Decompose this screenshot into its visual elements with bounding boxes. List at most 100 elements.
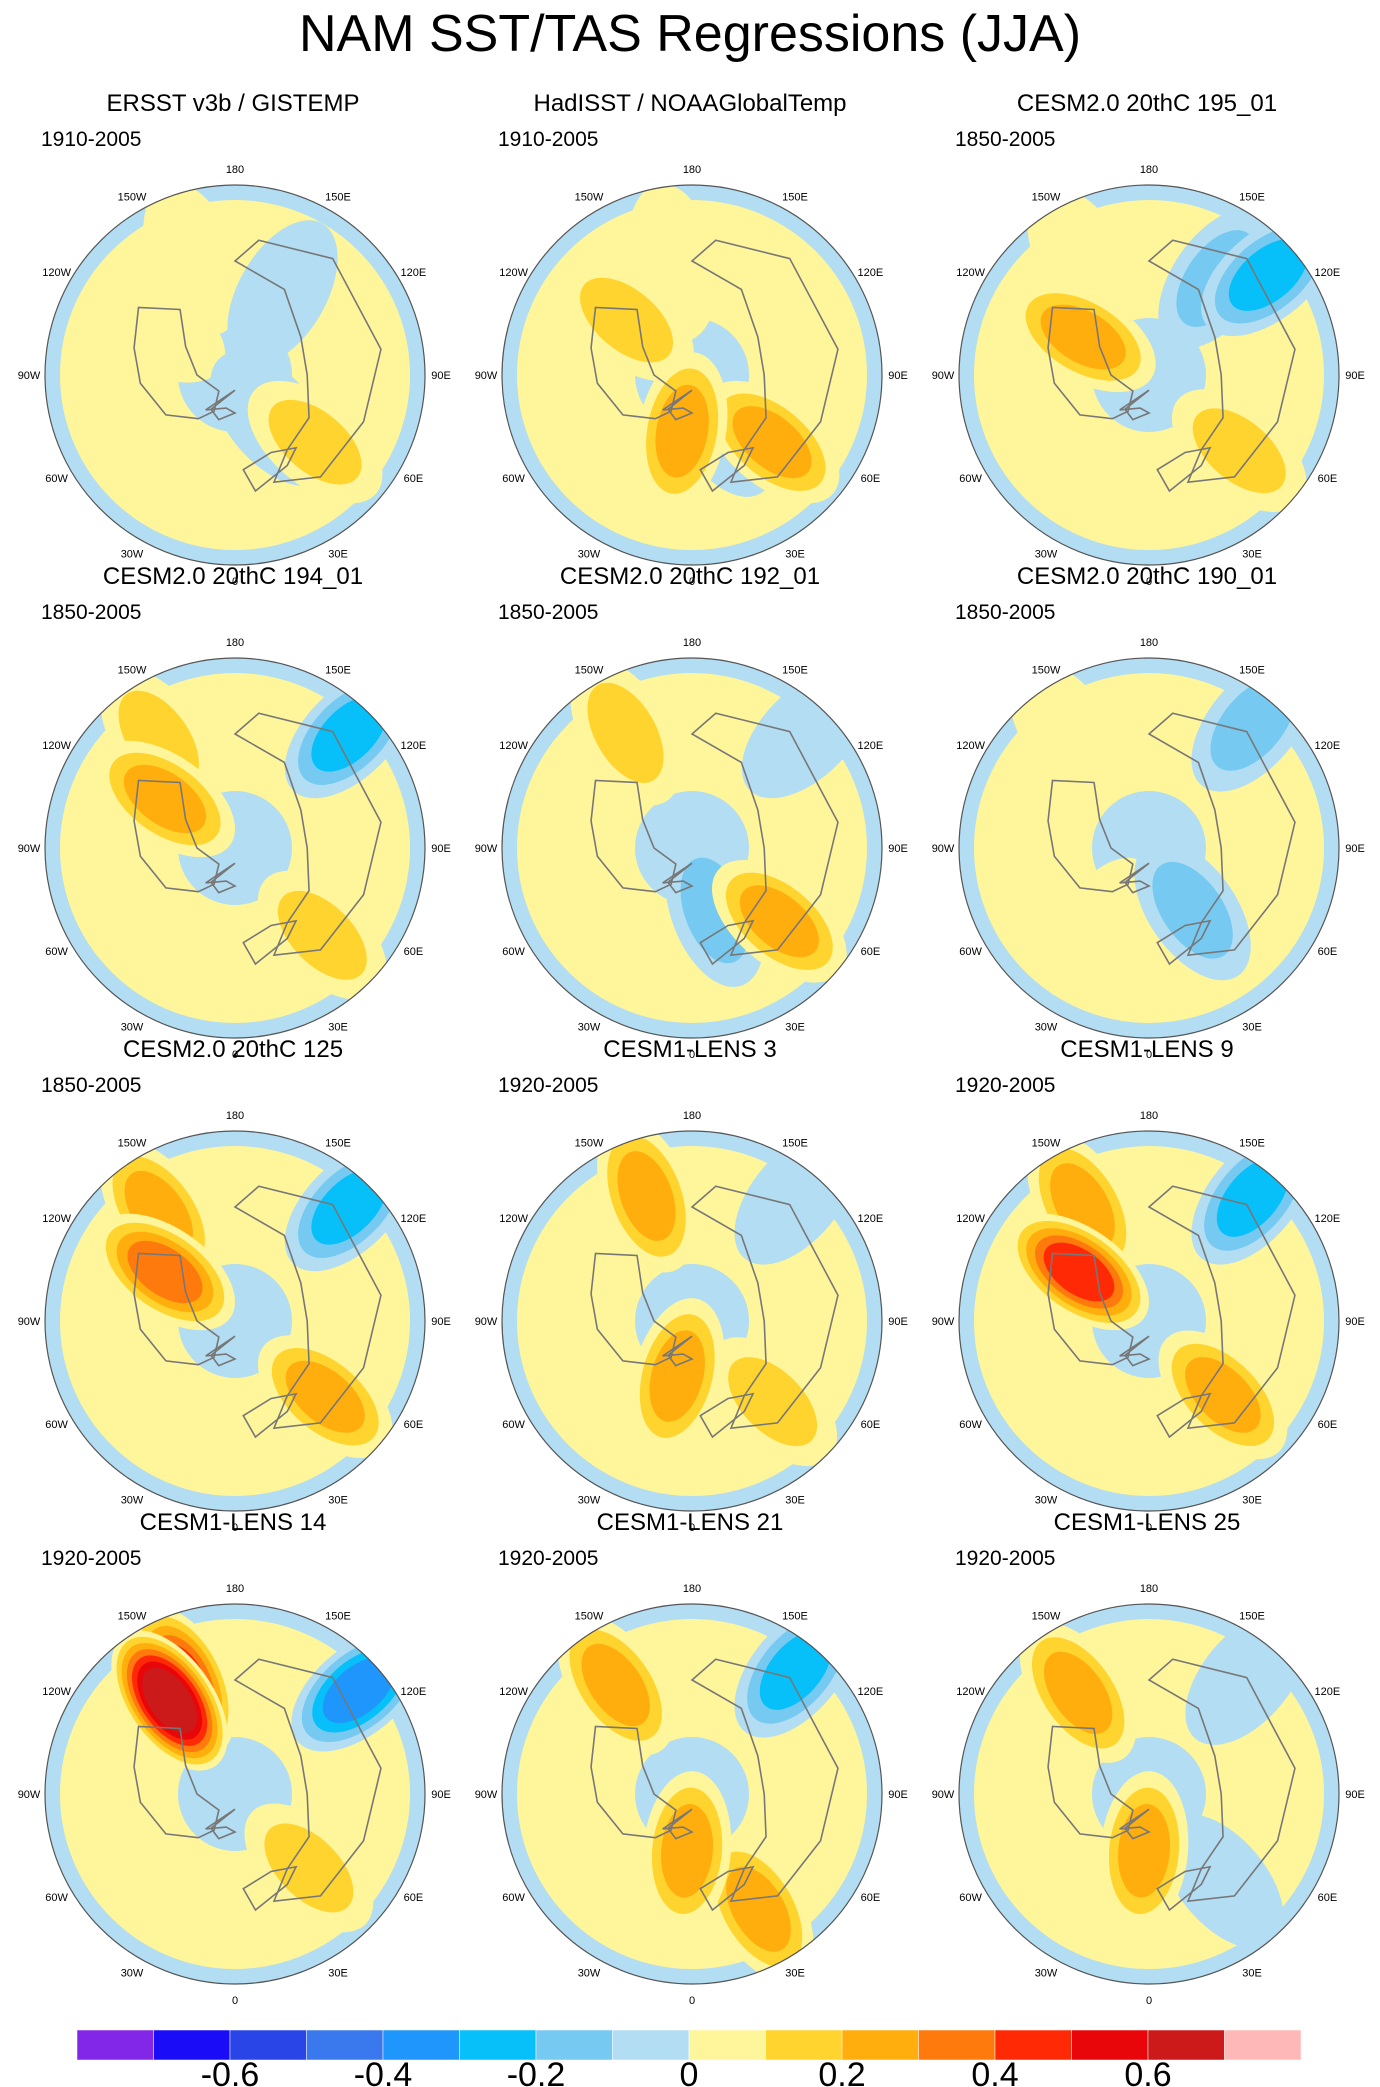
panel-title: HadISST / NOAAGlobalTemp — [533, 90, 847, 117]
coastline — [662, 1335, 694, 1367]
colorbar-tick-label: 0 — [680, 2056, 699, 2087]
longitude-label: 60E — [404, 1419, 424, 1431]
panel-period: 1850-2005 — [498, 601, 599, 624]
polar-map: 180 150E 120E 90E 60E 30E 0 30W 60W 90W 120W 150W — [18, 1110, 451, 1534]
polar-map: 180 150E 120E 90E 60E 30E 0 30W 60W 90W 120W 150W — [475, 1110, 908, 1534]
longitude-label: 0 — [232, 1049, 238, 1061]
longitude-label: 150E — [1239, 665, 1265, 677]
longitude-label: 120W — [956, 1213, 985, 1225]
panel-title: CESM2.0 20thC 190_01 — [1016, 563, 1278, 590]
longitude-label: 60W — [45, 1419, 68, 1431]
longitude-label: 150E — [325, 665, 351, 677]
coastline — [242, 446, 298, 493]
polar-map: 180 150E 120E 90E 60E 30E 0 30W 60W 90W 120W 150W — [932, 1110, 1365, 1534]
longitude-label: 60E — [1318, 1892, 1338, 1904]
panel-title: CESM2.0 20thC 195_01 — [1016, 90, 1278, 117]
longitude-label: 60E — [1318, 1419, 1338, 1431]
longitude-label: 90W — [18, 1789, 41, 1801]
coastline — [1047, 1725, 1134, 1839]
longitude-label: 0 — [1146, 1522, 1152, 1534]
longitude-label: 120E — [858, 267, 884, 279]
panel-period: 1850-2005 — [955, 128, 1056, 151]
panel-title: CESM2.0 20thC 125 — [122, 1036, 344, 1063]
longitude-label: 120E — [401, 1213, 427, 1225]
map-panel: CESM2.0 20thC 192_01 1850-2005 180 150E 120E… — [462, 563, 918, 1061]
longitude-label: 90E — [1345, 370, 1365, 382]
longitude-label: 120W — [956, 267, 985, 279]
map-outline — [44, 1130, 426, 1512]
map-outline — [958, 184, 1340, 566]
longitude-label: 60W — [959, 473, 982, 485]
coastline — [1156, 1865, 1212, 1912]
longitude-label: 0 — [1146, 1049, 1152, 1061]
longitude-label: 180 — [683, 1583, 701, 1595]
longitude-label: 120W — [499, 1213, 528, 1225]
longitude-label: 60W — [45, 946, 68, 958]
colorbar-tick-label: -0.6 — [201, 2056, 260, 2087]
longitude-label: 120W — [499, 267, 528, 279]
longitude-label: 30W — [121, 1494, 144, 1506]
longitude-label: 30E — [328, 1967, 348, 1979]
longitude-label: 0 — [689, 1995, 695, 2007]
longitude-label: 30W — [121, 548, 144, 560]
longitude-label: 30W — [1035, 1494, 1058, 1506]
longitude-label: 90W — [932, 843, 955, 855]
longitude-label: 30E — [785, 1021, 805, 1033]
map-outline — [958, 1130, 1340, 1512]
longitude-label: 120E — [1315, 267, 1341, 279]
coastline — [1147, 1658, 1296, 1903]
coastline — [690, 1185, 839, 1430]
polar-map: 180 150E 120E 90E 60E 30E 0 30W 60W 90W 120W 150W — [18, 1583, 451, 2007]
longitude-label: 90W — [18, 843, 41, 855]
longitude-label: 30E — [328, 548, 348, 560]
coastline — [1147, 712, 1296, 957]
longitude-label: 120W — [42, 267, 71, 279]
polar-map: 180 150E 120E 90E 60E 30E 0 30W 60W 90W 120W 150W — [475, 637, 908, 1061]
longitude-label: 90E — [431, 1316, 451, 1328]
panel-period: 1920-2005 — [41, 1547, 142, 1570]
map-outline — [501, 1603, 883, 1985]
longitude-label: 30E — [785, 548, 805, 560]
coastline — [205, 1808, 237, 1840]
anomaly-contour — [726, 1866, 791, 1952]
longitude-label: 30W — [578, 1967, 601, 1979]
coastline — [133, 779, 220, 893]
panel-title: CESM2.0 20thC 192_01 — [559, 563, 821, 590]
colorbar-swatch — [459, 2030, 537, 2061]
colorbar-swatch — [1147, 2030, 1225, 2061]
colorbar: -0.6 -0.4 -0.2 0 0.2 0.4 0.6 — [76, 2030, 1302, 2087]
longitude-label: 60E — [1318, 473, 1338, 485]
longitude-label: 90W — [475, 370, 498, 382]
panel-title: CESM1-LENS 3 — [603, 1036, 777, 1063]
coastline — [1147, 239, 1296, 484]
longitude-label: 30E — [1242, 1494, 1262, 1506]
longitude-label: 150W — [1032, 665, 1061, 677]
longitude-label: 120E — [401, 740, 427, 752]
longitude-label: 180 — [683, 1110, 701, 1122]
longitude-label: 0 — [232, 1522, 238, 1534]
colorbar-swatch — [841, 2030, 919, 2061]
longitude-label: 150W — [118, 665, 147, 677]
longitude-label: 180 — [226, 164, 244, 176]
colorbar-swatch — [1224, 2030, 1302, 2061]
longitude-label: 150E — [782, 1138, 808, 1150]
longitude-label: 30E — [785, 1967, 805, 1979]
anomaly-contour — [277, 890, 367, 980]
longitude-label: 150W — [575, 1611, 604, 1623]
polar-map: 180 150E 120E 90E 60E 30E 0 30W 60W 90W 120W 150W — [475, 164, 908, 588]
anomaly-contour — [617, 1151, 676, 1241]
longitude-label: 0 — [689, 1049, 695, 1061]
longitude-label: 60W — [959, 1892, 982, 1904]
map-panel: CESM2.0 20thC 194_01 1850-2005 180 150E 120E… — [5, 563, 461, 1061]
longitude-label: 90E — [1345, 843, 1365, 855]
longitude-label: 90E — [1345, 1789, 1365, 1801]
panel-title: CESM2.0 20thC 194_01 — [102, 563, 364, 590]
longitude-label: 60E — [861, 1419, 881, 1431]
map-panel: CESM2.0 20thC 125 1850-2005 180 150E 120E 90E… — [5, 1036, 461, 1534]
colorbar-swatch — [229, 2030, 307, 2061]
longitude-label: 180 — [683, 637, 701, 649]
panel-period: 1910-2005 — [41, 128, 142, 151]
anomaly-contour — [264, 1823, 354, 1913]
colorbar-swatch — [918, 2030, 996, 2061]
longitude-label: 0 — [689, 576, 695, 588]
